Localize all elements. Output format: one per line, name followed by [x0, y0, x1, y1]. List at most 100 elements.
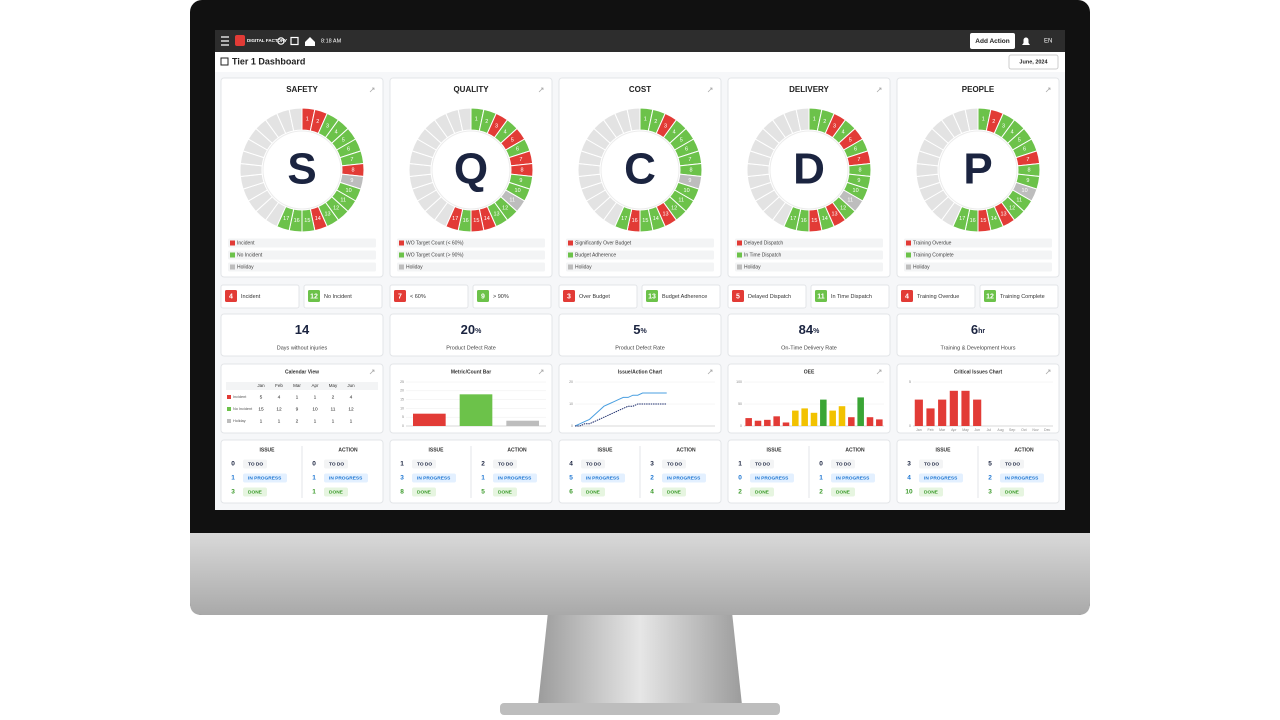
day-label: 5	[342, 137, 345, 143]
expand-icon[interactable]	[876, 87, 882, 93]
count-value: 7	[398, 293, 402, 300]
chart-title: OEE	[804, 369, 815, 375]
period: June, 2024	[1019, 59, 1048, 65]
table-cell: 11	[331, 406, 336, 412]
issue-count: 0	[231, 461, 235, 468]
day-label: 3	[664, 123, 667, 129]
day-label: 11	[340, 197, 346, 203]
pillar-title: SAFETY	[286, 85, 318, 94]
table-cell: 12	[276, 406, 282, 412]
menu-icon[interactable]	[221, 36, 229, 46]
x-tick-label: Jan	[916, 428, 922, 432]
status-label: TO DO	[329, 461, 344, 467]
day-label: 14	[822, 216, 828, 222]
day-label: 7	[350, 157, 353, 163]
expand-icon[interactable]	[1045, 369, 1051, 375]
issue-count: 3	[231, 489, 235, 496]
count-label: In Time Dispatch	[831, 294, 872, 300]
day-label: 16	[970, 218, 976, 224]
day-segment	[964, 107, 979, 132]
day-label: 17	[452, 216, 458, 222]
issue-count: 2	[650, 475, 654, 482]
period-picker[interactable]	[1008, 54, 1059, 70]
legend-label: Holiday	[406, 264, 423, 270]
refresh-icon[interactable]	[277, 37, 285, 45]
bar	[459, 394, 493, 426]
status-pill	[493, 473, 537, 483]
bar	[961, 390, 970, 426]
issue-count: 3	[988, 489, 992, 496]
status-pill	[324, 487, 348, 497]
expand-icon[interactable]	[538, 369, 544, 375]
legend-row	[228, 238, 376, 248]
x-tick-label: Jul	[987, 428, 992, 432]
day-label: 15	[642, 218, 648, 224]
x-tick-label: Dec	[1044, 428, 1050, 432]
legend-swatch	[737, 264, 742, 270]
table-cell: 1	[278, 418, 281, 424]
table-cell: 12	[348, 406, 354, 412]
count-card	[979, 284, 1059, 309]
home-icon[interactable]	[305, 37, 315, 46]
expand-icon[interactable]	[369, 369, 375, 375]
day-label: 5	[511, 137, 514, 143]
count-label: Over Budget	[579, 294, 610, 300]
count-badge	[394, 290, 406, 302]
month-header: May	[329, 383, 338, 388]
table-cell: 1	[260, 418, 263, 424]
day-label: 1	[813, 117, 816, 123]
page-title: Tier 1 Dashboard	[232, 56, 305, 66]
count-value: 12	[986, 293, 994, 300]
pillar-letter: D	[793, 145, 825, 194]
legend-row	[397, 238, 545, 248]
count-value: 5	[736, 293, 740, 300]
day-label: 12	[333, 205, 339, 211]
x-tick-label: May	[962, 428, 969, 432]
expand-icon[interactable]	[876, 369, 882, 375]
day-label: 1	[475, 117, 478, 123]
kpi: 14	[295, 322, 310, 337]
count-badge	[646, 290, 658, 302]
add-action-button[interactable]	[970, 33, 1015, 49]
dashboard: DIGITAL FACTORY 8:18 AM Add Action EN Tier 1…	[215, 30, 1065, 504]
x-tick-label: Sep	[1009, 428, 1015, 432]
expand-icon[interactable]	[707, 369, 713, 375]
count-card	[727, 284, 807, 309]
y-tick-label: 10	[569, 402, 573, 406]
expand-icon[interactable]	[1045, 87, 1051, 93]
kpi-value: 84	[799, 322, 814, 337]
status-label: IN PROGRESS	[1005, 475, 1039, 481]
bar	[810, 412, 818, 426]
legend-swatch	[568, 252, 573, 258]
legend-swatch	[230, 240, 235, 246]
legend-swatch	[399, 252, 404, 258]
issue-count: 10	[905, 489, 913, 496]
fullscreen-icon[interactable]	[290, 36, 299, 46]
issue-count: 8	[400, 489, 404, 496]
month-header: Feb	[275, 383, 283, 388]
day-label: 17	[283, 216, 289, 222]
chart-title: Calendar View	[285, 369, 319, 375]
day-label: 16	[801, 218, 807, 224]
table-cell: 1	[296, 394, 299, 400]
bar	[949, 390, 958, 426]
bar	[801, 408, 808, 426]
expand-icon[interactable]	[538, 87, 544, 93]
expand-icon[interactable]	[369, 87, 375, 93]
count-label: Budget Adherence	[662, 294, 707, 300]
day-label: 14	[484, 216, 490, 222]
count-badge	[732, 290, 744, 302]
month-header: Mar	[293, 383, 301, 388]
table-cell: 10	[312, 406, 318, 412]
count-badge	[308, 290, 320, 302]
expand-icon[interactable]	[707, 87, 713, 93]
legend-row	[735, 262, 883, 272]
bell-icon[interactable]	[1022, 37, 1030, 46]
legend-row	[904, 238, 1052, 248]
issue-count: 1	[819, 475, 823, 482]
status-pill	[243, 487, 267, 497]
day-label: 13	[1000, 212, 1006, 218]
day-label: 4	[335, 130, 338, 136]
day-label: 7	[857, 157, 860, 163]
legend-label: In Time Dispatch	[744, 252, 781, 258]
